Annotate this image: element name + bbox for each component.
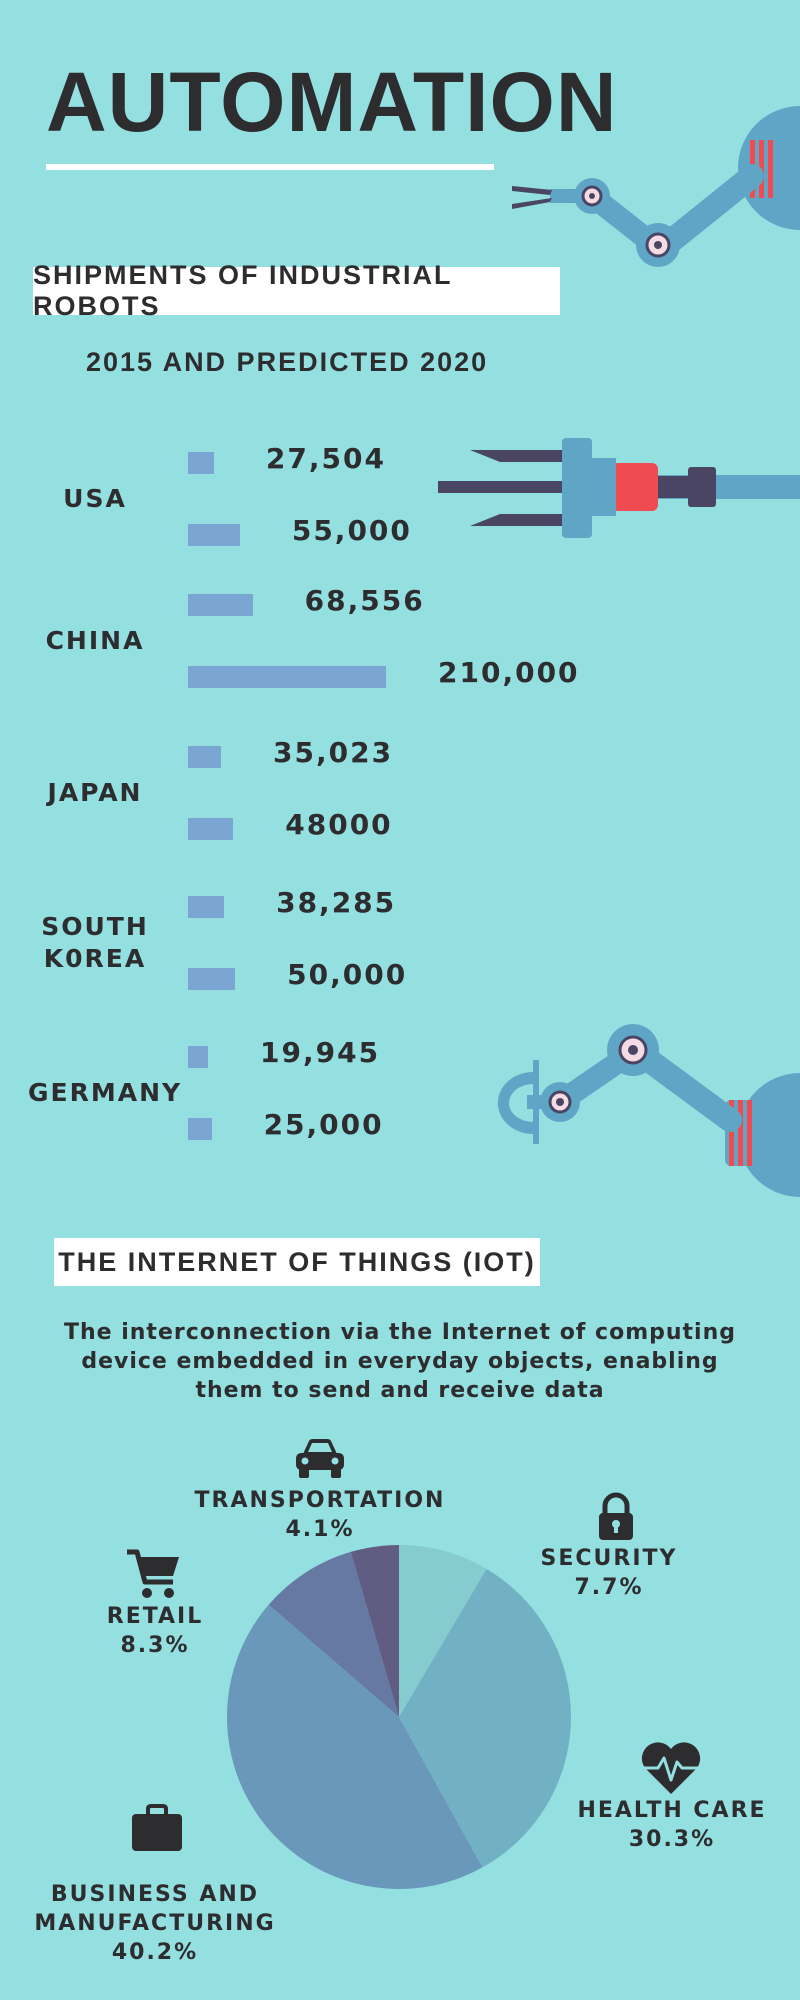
iot-description: The interconnection via the Internet of … — [63, 1320, 736, 1403]
bar-value-label: 25,000 — [263, 1108, 384, 1141]
heart-pulse-icon — [641, 1742, 701, 1794]
bar-value-label: 48000 — [285, 808, 393, 841]
pie-slice — [227, 1604, 483, 1889]
robot-claw-illustration — [497, 1024, 800, 1197]
bar-value-label: 50,000 — [287, 958, 408, 991]
pie-label-health-care: HEALTH CARE 30.3% — [572, 1796, 772, 1854]
country-label: USA — [50, 483, 140, 515]
bar — [188, 666, 386, 688]
pie-label-name: HEALTH CARE — [577, 1798, 767, 1823]
pie-label-name: RETAIL — [106, 1604, 204, 1629]
pie-label-name: SECURITY — [540, 1546, 678, 1571]
shopping-cart-icon — [127, 1549, 179, 1598]
pie-label-value: 4.1% — [285, 1517, 355, 1542]
pie-label-business: BUSINESS AND MANUFACTURING 40.2% — [20, 1880, 290, 1967]
country-label-line: JAPAN — [47, 778, 143, 807]
pie-label-security: SECURITY 7.7% — [524, 1544, 694, 1602]
country-label-line: K0REA — [43, 944, 147, 973]
country-label-line: GERMANY — [28, 1078, 183, 1107]
country-label: CHINA — [40, 625, 150, 657]
bar — [188, 968, 236, 990]
pie-label-value: 30.3% — [628, 1827, 716, 1852]
bar — [188, 594, 253, 616]
pie-label-name: TRANSPORTATION — [194, 1488, 446, 1513]
country-label: GERMANY — [28, 1077, 183, 1109]
pie-slice — [399, 1568, 572, 1868]
robot-gripper-illustration — [438, 438, 800, 538]
title-underline — [46, 164, 494, 170]
country-label: SOUTH K0REA — [40, 911, 150, 975]
page-title: AUTOMATION — [46, 55, 618, 149]
country-label: JAPAN — [40, 777, 150, 809]
bar-value-label: 68,556 — [304, 584, 425, 617]
pie-slice — [350, 1545, 399, 1717]
pie-label-retail: RETAIL 8.3% — [95, 1602, 215, 1660]
bar-value-label: 19,945 — [260, 1036, 381, 1069]
bar — [188, 452, 214, 474]
bar — [188, 818, 234, 840]
bar — [188, 746, 222, 768]
pie-label-transportation: TRANSPORTATION 4.1% — [190, 1486, 450, 1544]
bar — [188, 896, 225, 918]
pie-slice — [268, 1551, 399, 1717]
bar — [188, 1046, 208, 1068]
bar-value-label: 38,285 — [276, 886, 397, 919]
pie-label-name: MANUFACTURING — [34, 1911, 276, 1936]
bar — [188, 524, 240, 546]
bar-value-label: 210,000 — [438, 656, 580, 689]
pie-label-value: 8.3% — [120, 1633, 190, 1658]
lock-icon — [599, 1492, 633, 1540]
robot-arm-top-illustration — [512, 106, 800, 267]
bar — [188, 1118, 212, 1140]
bar-value-label: 27,504 — [265, 442, 386, 475]
pie-label-value: 7.7% — [574, 1575, 644, 1600]
country-label-line: USA — [63, 484, 127, 513]
bar-value-label: 55,000 — [291, 514, 412, 547]
car-icon — [296, 1439, 344, 1478]
country-label-line: CHINA — [45, 626, 145, 655]
pie-label-value: 40.2% — [111, 1940, 199, 1965]
pie-label-name: BUSINESS AND — [50, 1882, 260, 1907]
bar-value-label: 35,023 — [273, 736, 394, 769]
country-label-line: SOUTH — [41, 912, 149, 941]
pie-slice — [399, 1545, 487, 1717]
briefcase-icon — [132, 1804, 182, 1851]
section-heading-iot: THE INTERNET OF THINGS (IOT) — [54, 1238, 540, 1286]
chart-subtitle: 2015 AND PREDICTED 2020 — [86, 347, 489, 377]
